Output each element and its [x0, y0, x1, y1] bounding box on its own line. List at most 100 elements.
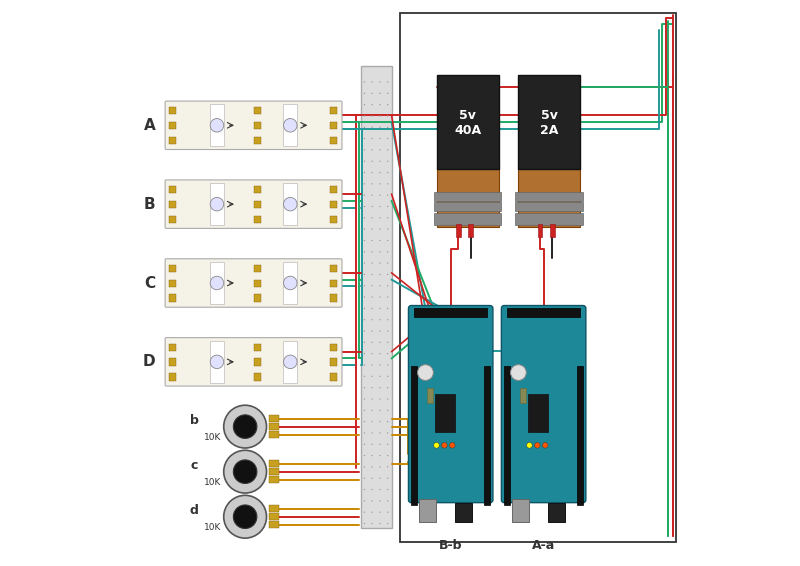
Circle shape: [364, 319, 365, 320]
Circle shape: [379, 489, 381, 490]
Circle shape: [364, 398, 365, 400]
Bar: [210, 341, 224, 383]
Text: B-b: B-b: [439, 539, 462, 552]
Circle shape: [542, 443, 548, 448]
Circle shape: [371, 240, 373, 241]
Circle shape: [371, 376, 373, 377]
Circle shape: [387, 410, 388, 411]
Circle shape: [379, 183, 381, 185]
Bar: [330, 344, 337, 351]
Bar: [210, 262, 224, 304]
Circle shape: [364, 138, 365, 139]
Circle shape: [387, 149, 388, 151]
Circle shape: [434, 443, 439, 448]
Circle shape: [379, 240, 381, 241]
Bar: [547, 503, 565, 522]
Circle shape: [379, 172, 381, 173]
Bar: [512, 499, 530, 522]
Text: 10K: 10K: [204, 433, 221, 442]
Circle shape: [364, 500, 365, 501]
Circle shape: [364, 240, 365, 241]
Bar: [169, 186, 176, 194]
Circle shape: [371, 398, 373, 400]
Bar: [330, 186, 337, 194]
Circle shape: [387, 183, 388, 185]
Circle shape: [387, 376, 388, 377]
Circle shape: [371, 365, 373, 366]
Circle shape: [387, 500, 388, 501]
Circle shape: [364, 285, 365, 286]
Circle shape: [371, 444, 373, 445]
Bar: [520, 388, 526, 402]
Circle shape: [387, 138, 388, 139]
Circle shape: [234, 415, 257, 439]
Circle shape: [387, 523, 388, 524]
Bar: [169, 201, 176, 208]
Circle shape: [371, 512, 373, 513]
Circle shape: [371, 342, 373, 343]
Bar: [254, 122, 261, 129]
Bar: [578, 366, 583, 505]
Circle shape: [371, 93, 373, 94]
Text: c: c: [190, 459, 198, 471]
Circle shape: [379, 376, 381, 377]
Bar: [330, 358, 337, 366]
Circle shape: [364, 82, 365, 83]
Bar: [400, 12, 676, 542]
Bar: [330, 107, 337, 114]
Bar: [515, 203, 583, 212]
Circle shape: [364, 104, 365, 105]
Bar: [254, 201, 261, 208]
Circle shape: [364, 331, 365, 332]
Bar: [254, 265, 261, 272]
Text: A-a: A-a: [532, 539, 555, 552]
Circle shape: [387, 229, 388, 230]
Circle shape: [387, 398, 388, 400]
Circle shape: [364, 195, 365, 196]
Bar: [210, 105, 224, 146]
Circle shape: [364, 387, 365, 388]
Bar: [270, 513, 279, 520]
Text: D: D: [143, 354, 156, 370]
Circle shape: [283, 198, 297, 211]
Circle shape: [210, 276, 224, 290]
Bar: [515, 213, 583, 225]
Circle shape: [379, 365, 381, 366]
Circle shape: [283, 355, 297, 368]
Bar: [254, 216, 261, 223]
Bar: [485, 366, 490, 505]
Bar: [169, 373, 176, 380]
Text: A: A: [143, 118, 155, 133]
Bar: [538, 225, 542, 237]
Bar: [254, 358, 261, 366]
Circle shape: [379, 263, 381, 264]
Bar: [528, 394, 547, 432]
Circle shape: [379, 444, 381, 445]
FancyBboxPatch shape: [165, 101, 342, 149]
Circle shape: [387, 240, 388, 241]
Bar: [169, 122, 176, 129]
Bar: [518, 75, 580, 169]
Circle shape: [379, 206, 381, 207]
Circle shape: [379, 342, 381, 343]
Circle shape: [224, 495, 266, 538]
Circle shape: [387, 115, 388, 117]
Bar: [437, 75, 498, 169]
Circle shape: [379, 410, 381, 411]
Circle shape: [379, 195, 381, 196]
Circle shape: [379, 251, 381, 252]
Circle shape: [379, 93, 381, 94]
Bar: [254, 373, 261, 380]
Circle shape: [387, 263, 388, 264]
Circle shape: [387, 251, 388, 252]
Bar: [330, 265, 337, 272]
Circle shape: [371, 285, 373, 286]
Circle shape: [387, 161, 388, 162]
Circle shape: [371, 274, 373, 275]
Text: 5v
40A: 5v 40A: [454, 109, 481, 138]
Circle shape: [387, 206, 388, 207]
Circle shape: [379, 421, 381, 422]
Text: 10K: 10K: [204, 478, 221, 487]
Bar: [419, 499, 437, 522]
Circle shape: [364, 172, 365, 173]
